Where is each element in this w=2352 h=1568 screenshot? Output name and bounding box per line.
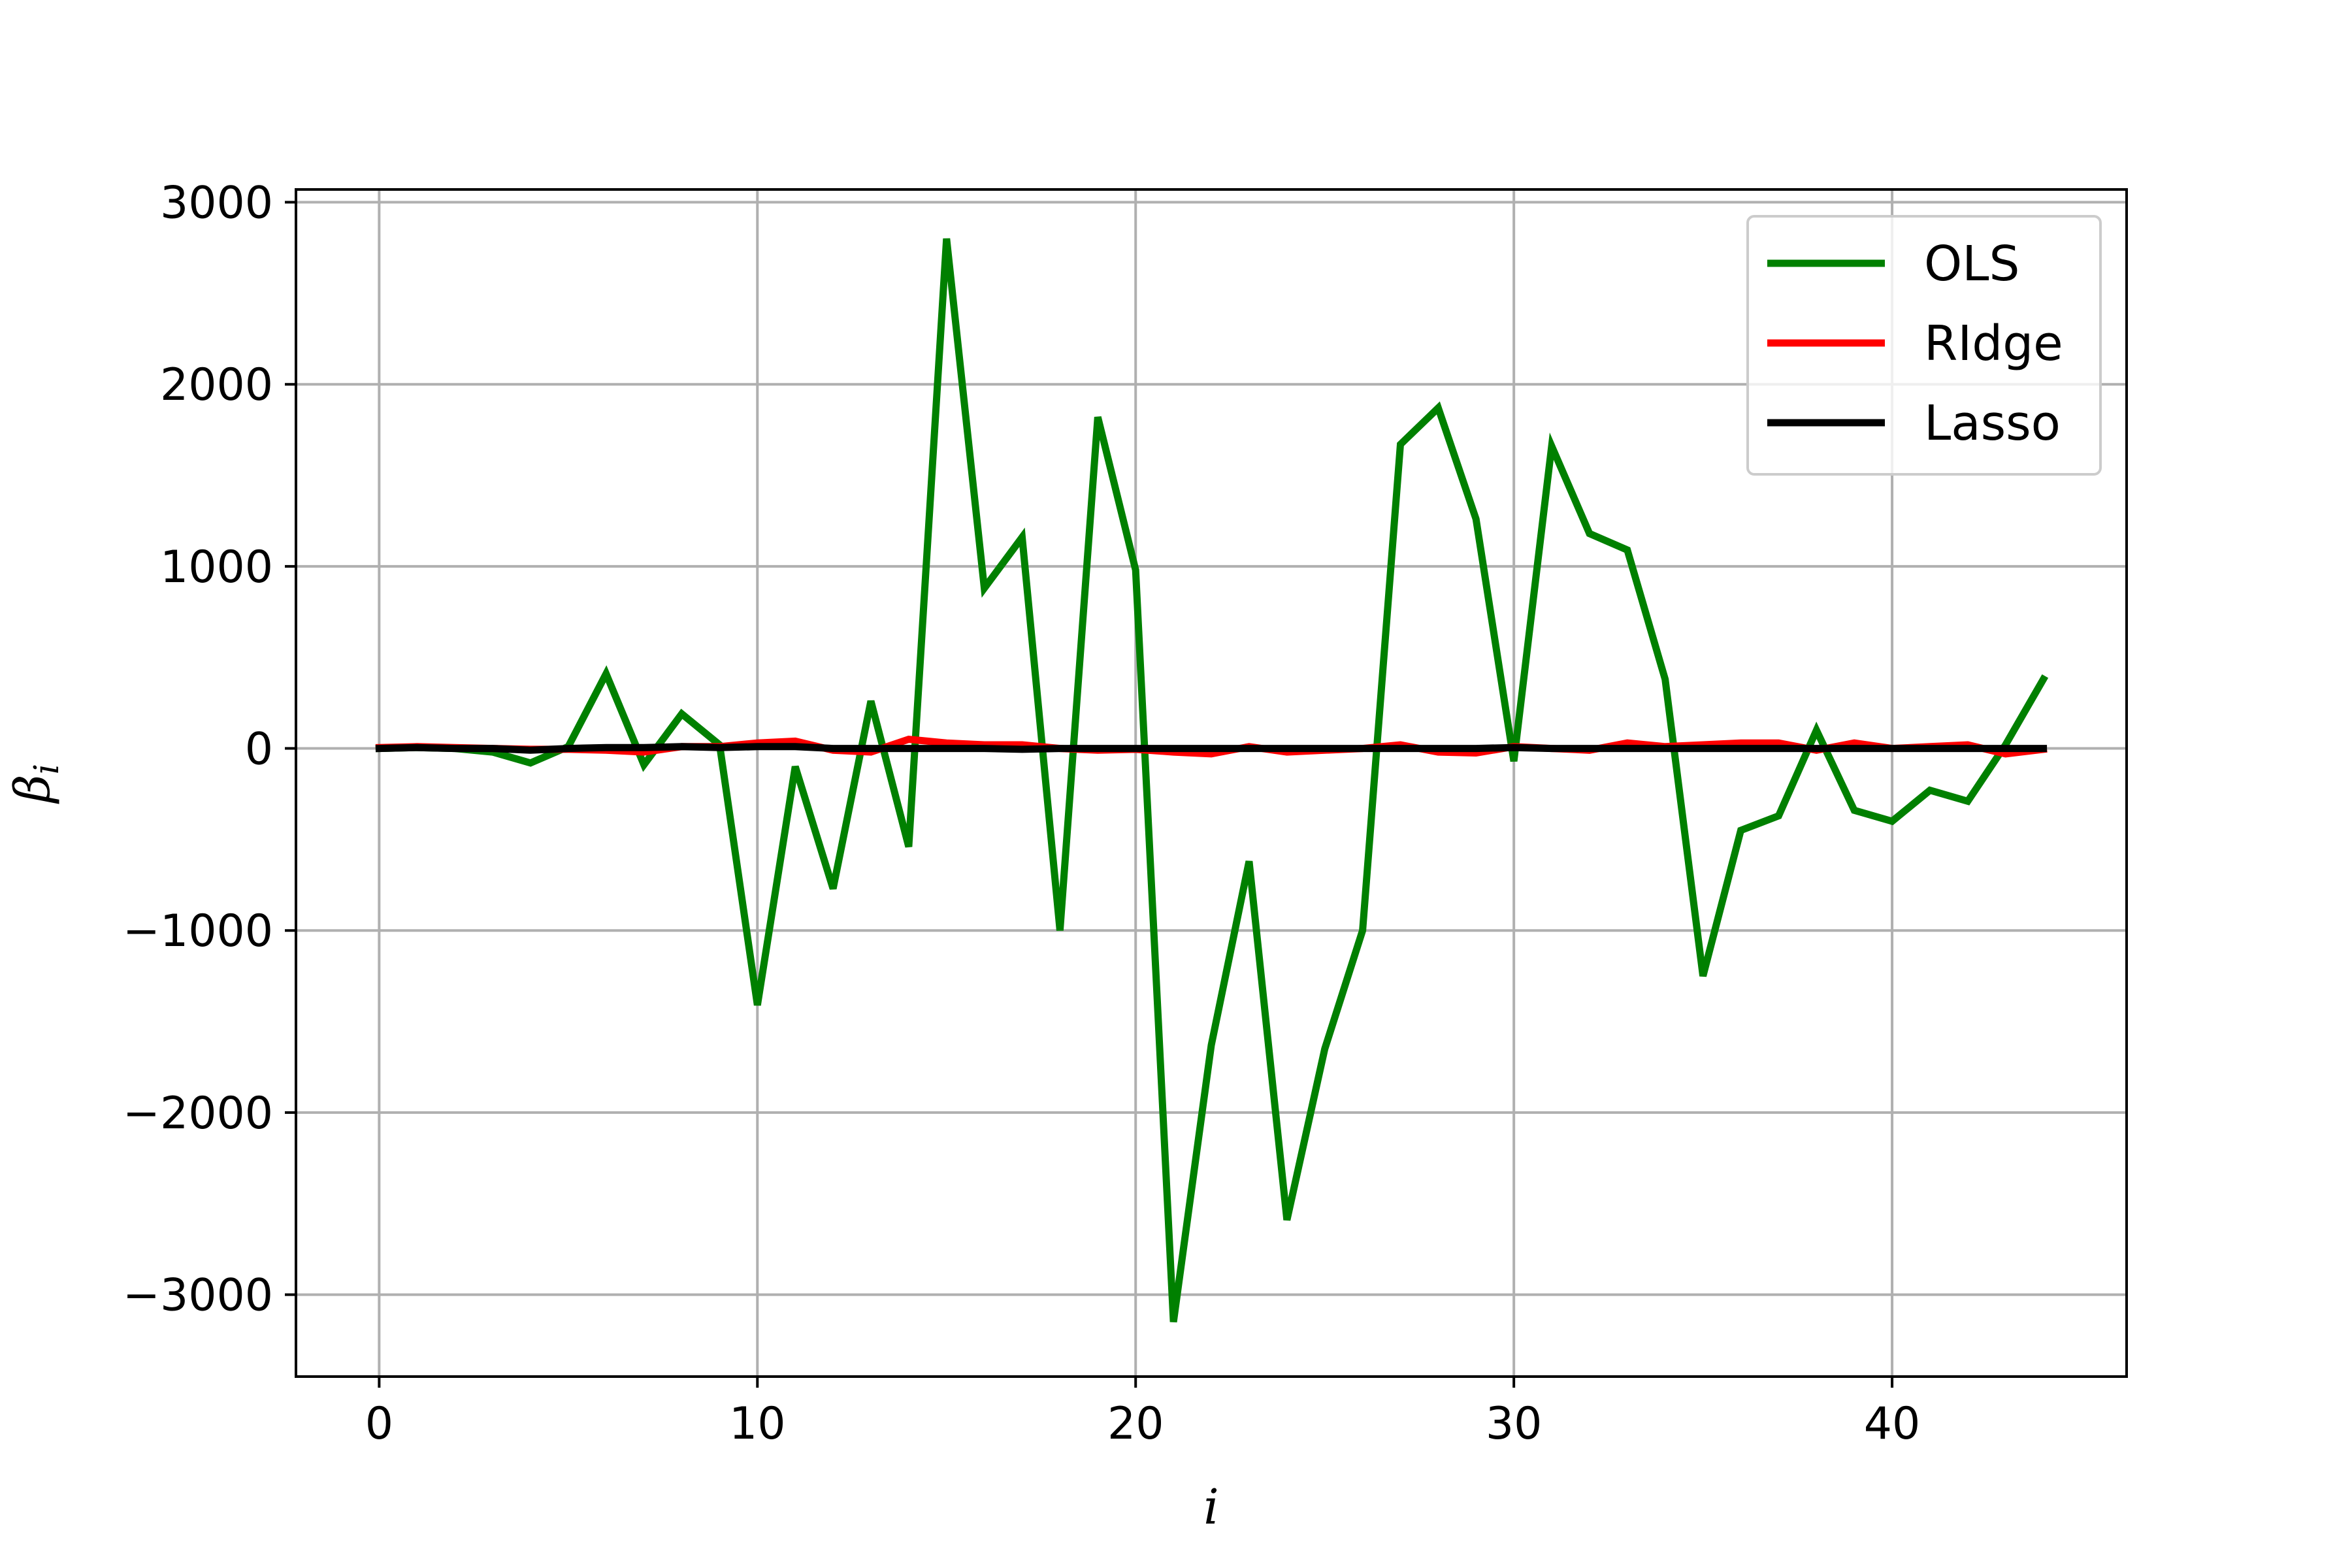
x-tick-label: 20 bbox=[1107, 1398, 1164, 1450]
x-tick-label: 40 bbox=[1864, 1398, 1921, 1450]
legend-label-ols: OLS bbox=[1924, 236, 2019, 292]
y-tick-label: 3000 bbox=[160, 178, 273, 229]
y-tick-label: −3000 bbox=[123, 1270, 273, 1322]
plot-lines bbox=[375, 238, 2049, 1323]
y-tick-label: 0 bbox=[245, 724, 273, 776]
legend-label-lasso: Lasso bbox=[1924, 395, 2061, 451]
legend: OLS RIdge Lasso bbox=[1746, 215, 2102, 476]
x-axis-label: i bbox=[1203, 1479, 1219, 1535]
y-tick-label: −2000 bbox=[123, 1088, 273, 1139]
y-tick-label: 1000 bbox=[160, 542, 273, 593]
y-axis-label: βi bbox=[5, 764, 67, 804]
y-tick-label: 2000 bbox=[160, 359, 273, 411]
series-line-lasso bbox=[375, 743, 2048, 754]
y-axis-label-subscript: i bbox=[27, 764, 67, 775]
axes-frame bbox=[295, 188, 2128, 1378]
y-tick-label: −1000 bbox=[123, 906, 273, 957]
x-tick-label: 10 bbox=[729, 1398, 786, 1450]
legend-frame bbox=[1746, 215, 2102, 476]
y-axis-label-base: β bbox=[5, 774, 61, 804]
ticks: 0 10 20 30 40 3000 2000 1000 0 −1000 −2000 −3000 bbox=[123, 178, 1920, 1450]
x-tick-label: 0 bbox=[365, 1398, 393, 1450]
x-tick-label: 30 bbox=[1486, 1398, 1543, 1450]
legend-label-ridge: RIdge bbox=[1924, 316, 2063, 372]
